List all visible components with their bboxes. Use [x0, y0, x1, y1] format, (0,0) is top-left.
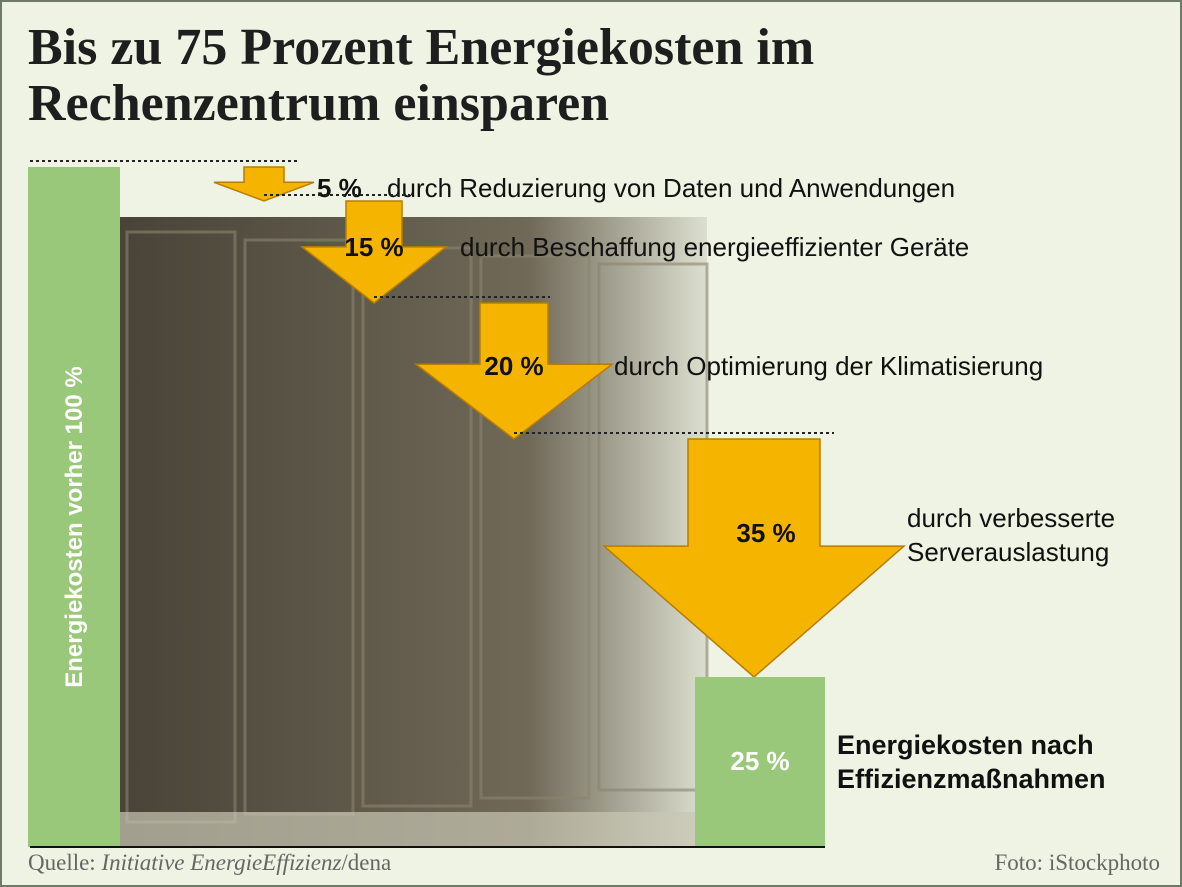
start-bar: [28, 167, 120, 847]
step-arrow: [413, 302, 615, 440]
title-line-2: Rechenzentrum einsparen: [28, 75, 610, 132]
server-rack: [479, 254, 591, 800]
step-arrow: [299, 200, 449, 304]
step-arrow: [601, 438, 907, 678]
end-description: Effizienzmaßnahmen: [837, 764, 1106, 794]
server-photo: [117, 217, 707, 847]
end-bar-label: 25 %: [730, 746, 789, 776]
end-bar: [695, 677, 825, 847]
step-value-label: 5 %: [317, 173, 362, 203]
step-description: durch Beschaffung energieeffizienter Ger…: [460, 232, 969, 262]
start-bar-label: Energiekosten vorher 100 %: [61, 366, 88, 687]
step-description: durch Reduzierung von Daten und Anwendun…: [387, 173, 955, 203]
source-note: Quelle: Initiative EnergieEffizienz/dena: [28, 850, 391, 876]
step-arrow: [213, 166, 315, 202]
step-value-label: 20 %: [484, 351, 543, 381]
photo-credit: Foto: iStockphoto: [994, 850, 1161, 875]
chart-title: Bis zu 75 Prozent Energiekosten im Reche…: [28, 20, 1028, 132]
source-suffix: /dena: [341, 850, 392, 875]
step-description: Serverauslastung: [907, 537, 1109, 567]
step-value-label: 35 %: [736, 518, 795, 548]
source-prefix: Quelle:: [28, 850, 102, 875]
source-name: Initiative EnergieEffizienz: [101, 850, 342, 875]
step-description: durch verbesserte: [907, 503, 1115, 533]
step-value-label: 15 %: [344, 232, 403, 262]
step-description: durch Optimierung der Klimatisierung: [614, 351, 1043, 381]
server-floor: [117, 812, 717, 847]
title-line-1: Bis zu 75 Prozent Energiekosten im: [28, 19, 815, 76]
end-description: Energiekosten nach: [837, 730, 1094, 760]
